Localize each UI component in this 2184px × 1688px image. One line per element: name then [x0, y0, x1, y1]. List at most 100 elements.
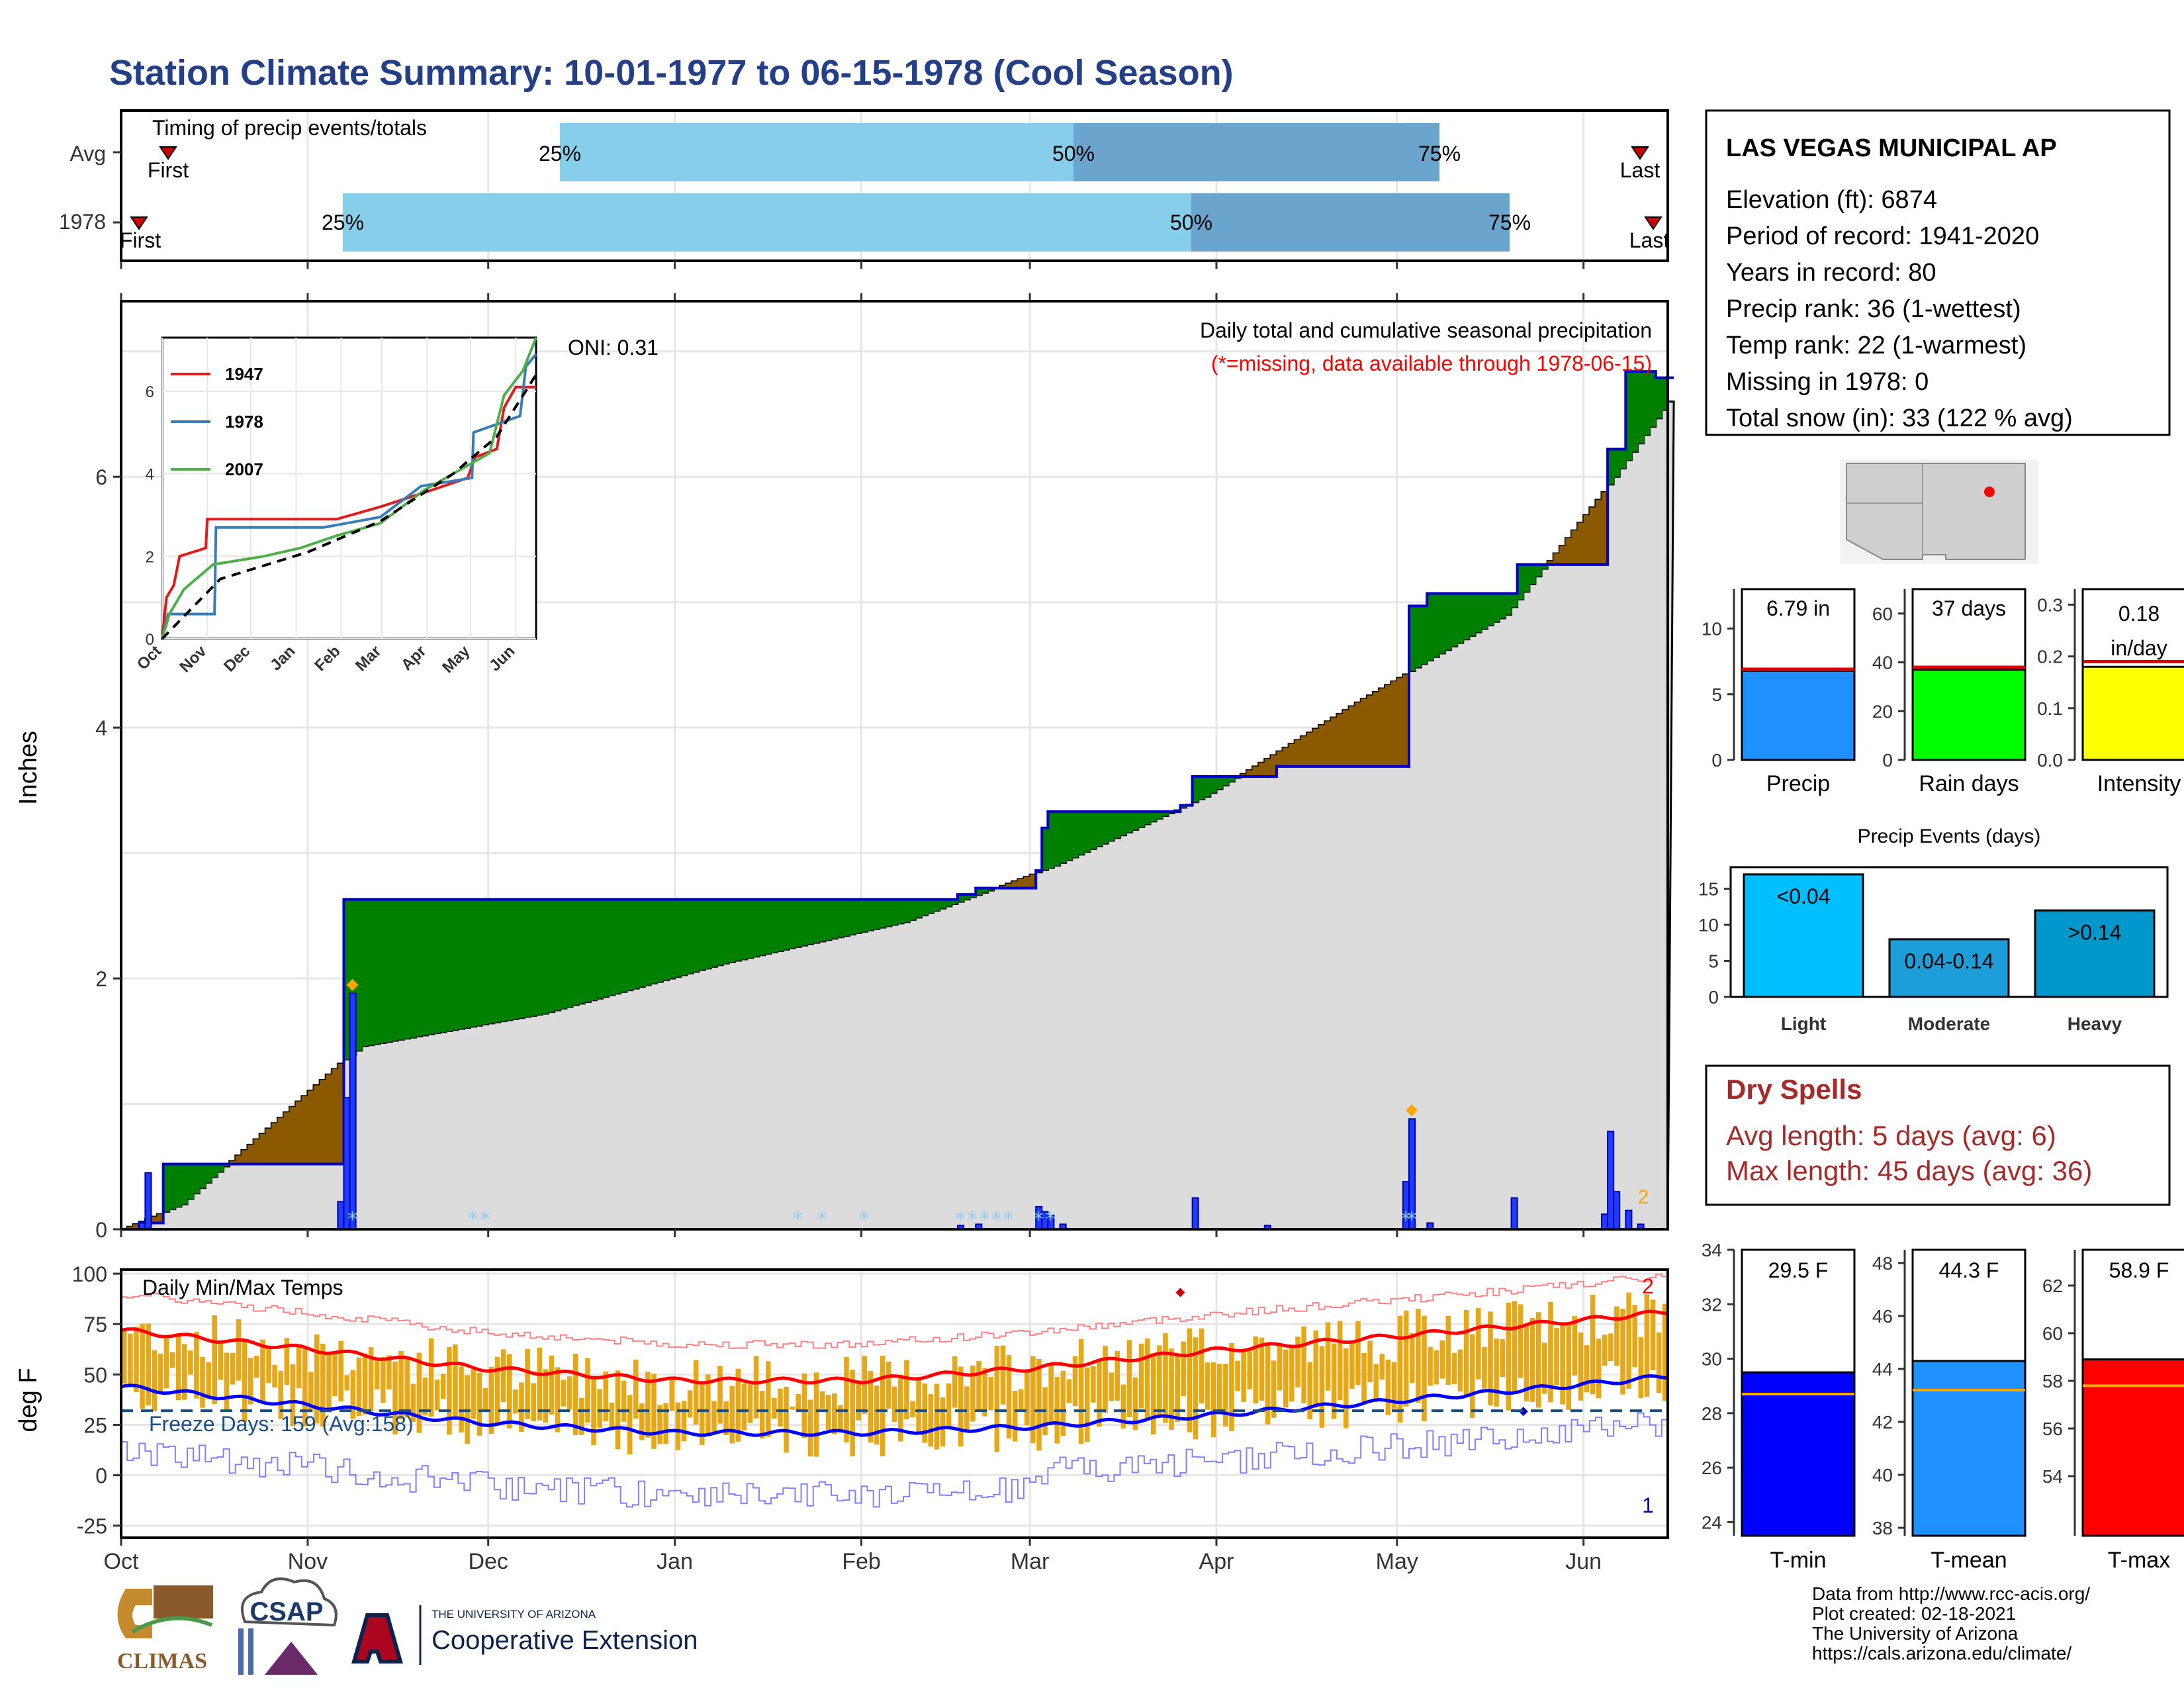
daily-temp-bar [1355, 1321, 1361, 1385]
above-average-fill [169, 1164, 176, 1209]
month-tick-label: Mar [1011, 1549, 1050, 1574]
above-average-fill [1216, 776, 1223, 789]
daily-temp-bar [1361, 1353, 1367, 1403]
daily-temp-bar [735, 1368, 741, 1442]
daily-temp-bar [561, 1380, 567, 1407]
daily-temp-bar [368, 1347, 374, 1412]
daily-temp-bar [747, 1384, 753, 1423]
station-line: Missing in 1978: 0 [1726, 368, 1929, 396]
above-average-fill [1156, 812, 1163, 819]
below-average-fill [1306, 732, 1314, 767]
below-average-fill [338, 1063, 345, 1164]
daily-temp-bar [1548, 1301, 1553, 1403]
daily-temp-bar [200, 1357, 205, 1408]
above-average-fill [1144, 812, 1151, 825]
daily-temp-bar [1463, 1309, 1469, 1397]
daily-temp-bar [410, 1383, 416, 1423]
above-average-fill [957, 894, 964, 902]
above-average-fill [1493, 593, 1500, 622]
daily-temp-bar [573, 1354, 578, 1435]
station-line: Elevation (ft): 6874 [1726, 186, 1937, 214]
y-tick-label: 24 [1702, 1512, 1722, 1532]
daily-temp-bar [862, 1356, 868, 1414]
below-average-fill [1559, 545, 1567, 565]
daily-temp-bar [904, 1360, 909, 1420]
above-average-fill [807, 899, 814, 945]
below-average-fill [301, 1096, 308, 1164]
daily-temp-bar [302, 1348, 308, 1427]
month-tick-label: Jan [657, 1549, 693, 1574]
daily-temp-bar [1187, 1328, 1193, 1432]
legend-label: 1978 [225, 412, 263, 432]
y-tick-label: 10 [1702, 619, 1722, 639]
below-average-fill [1312, 729, 1320, 767]
above-average-fill [831, 899, 838, 939]
mini-chart-precip: 0 5 10 6.79 in Precip [1702, 588, 1856, 796]
below-average-fill [1601, 492, 1608, 565]
precip-panel: * * * * * * * * * * * * * ** Daily total and cumulati… [15, 300, 1675, 1242]
below-average-fill [1324, 721, 1332, 767]
daily-temp-bar [1144, 1338, 1150, 1419]
daily-temp-bar [1060, 1370, 1066, 1436]
locator-map [1840, 459, 2038, 564]
daily-temp-bar [1596, 1338, 1602, 1399]
daily-temp-bar [338, 1340, 343, 1402]
daily-temp-bar [1445, 1315, 1451, 1385]
above-average-fill [1222, 776, 1229, 786]
above-average-fill [891, 899, 898, 925]
above-average-fill [1204, 776, 1211, 797]
axis-label: Intensity [2097, 771, 2181, 796]
daily-temp-bar [1638, 1336, 1644, 1399]
timing-bar-q1 [560, 123, 1073, 181]
daily-temp-bar [874, 1385, 880, 1445]
below-average-fill [1258, 763, 1265, 777]
below-average-fill [1355, 702, 1362, 767]
daily-temp-bar [1277, 1344, 1283, 1391]
daily-temp-bar [1494, 1338, 1499, 1407]
daily-temp-bar [603, 1371, 609, 1422]
y-tick-label: 10 [1698, 915, 1719, 935]
daily-temp-bar [356, 1357, 362, 1417]
first-marker-icon [130, 216, 148, 230]
above-average-fill [1661, 377, 1668, 410]
above-average-fill [1439, 593, 1446, 654]
inset-x-tick-label: Feb [311, 642, 343, 675]
daily-temp-bar [916, 1378, 921, 1434]
timing-last-label: Last [1629, 228, 1670, 252]
below-average-fill [1336, 714, 1343, 767]
y-tick-label: 50 [83, 1363, 107, 1387]
above-average-fill [747, 899, 754, 959]
above-average-fill [343, 899, 351, 1060]
below-average-fill [1276, 751, 1283, 767]
y-tick-label: 42 [1872, 1412, 1893, 1432]
above-average-fill [1625, 371, 1633, 460]
ua-small-text: THE UNIVERSITY OF ARIZONA [432, 1608, 596, 1620]
y-tick-label: 28 [1702, 1403, 1722, 1424]
missing-note: (*=missing, data available through 1978-… [1211, 352, 1652, 375]
daily-temp-bar [1199, 1328, 1205, 1404]
daily-temp-bar [1169, 1348, 1174, 1430]
month-tick-label: Dec [468, 1549, 508, 1574]
inset-x-tick-label: Mar [352, 642, 385, 675]
above-average-fill [1198, 776, 1205, 800]
daily-temp-bar [1367, 1340, 1373, 1383]
above-average-fill [1108, 812, 1115, 841]
above-average-fill [1114, 812, 1121, 838]
above-average-fill [783, 899, 790, 950]
event-bar [1888, 938, 2010, 998]
above-average-fill [1071, 812, 1079, 858]
daily-temp-bar [1307, 1362, 1312, 1420]
daily-temp-bar [928, 1394, 934, 1447]
above-average-fill [668, 899, 676, 979]
value-label: 44.3 F [1939, 1258, 1999, 1282]
above-average-fill [680, 899, 688, 976]
above-average-fill [1505, 593, 1512, 615]
daily-precip-bar [144, 1172, 152, 1231]
daily-temp-bar [543, 1369, 549, 1423]
daily-temp-bar [1012, 1391, 1018, 1442]
month-tick-label: Nov [288, 1549, 328, 1574]
below-average-fill [295, 1102, 302, 1164]
above-average-fill [686, 899, 694, 974]
above-average-fill [764, 899, 772, 954]
above-average-fill [645, 899, 652, 986]
